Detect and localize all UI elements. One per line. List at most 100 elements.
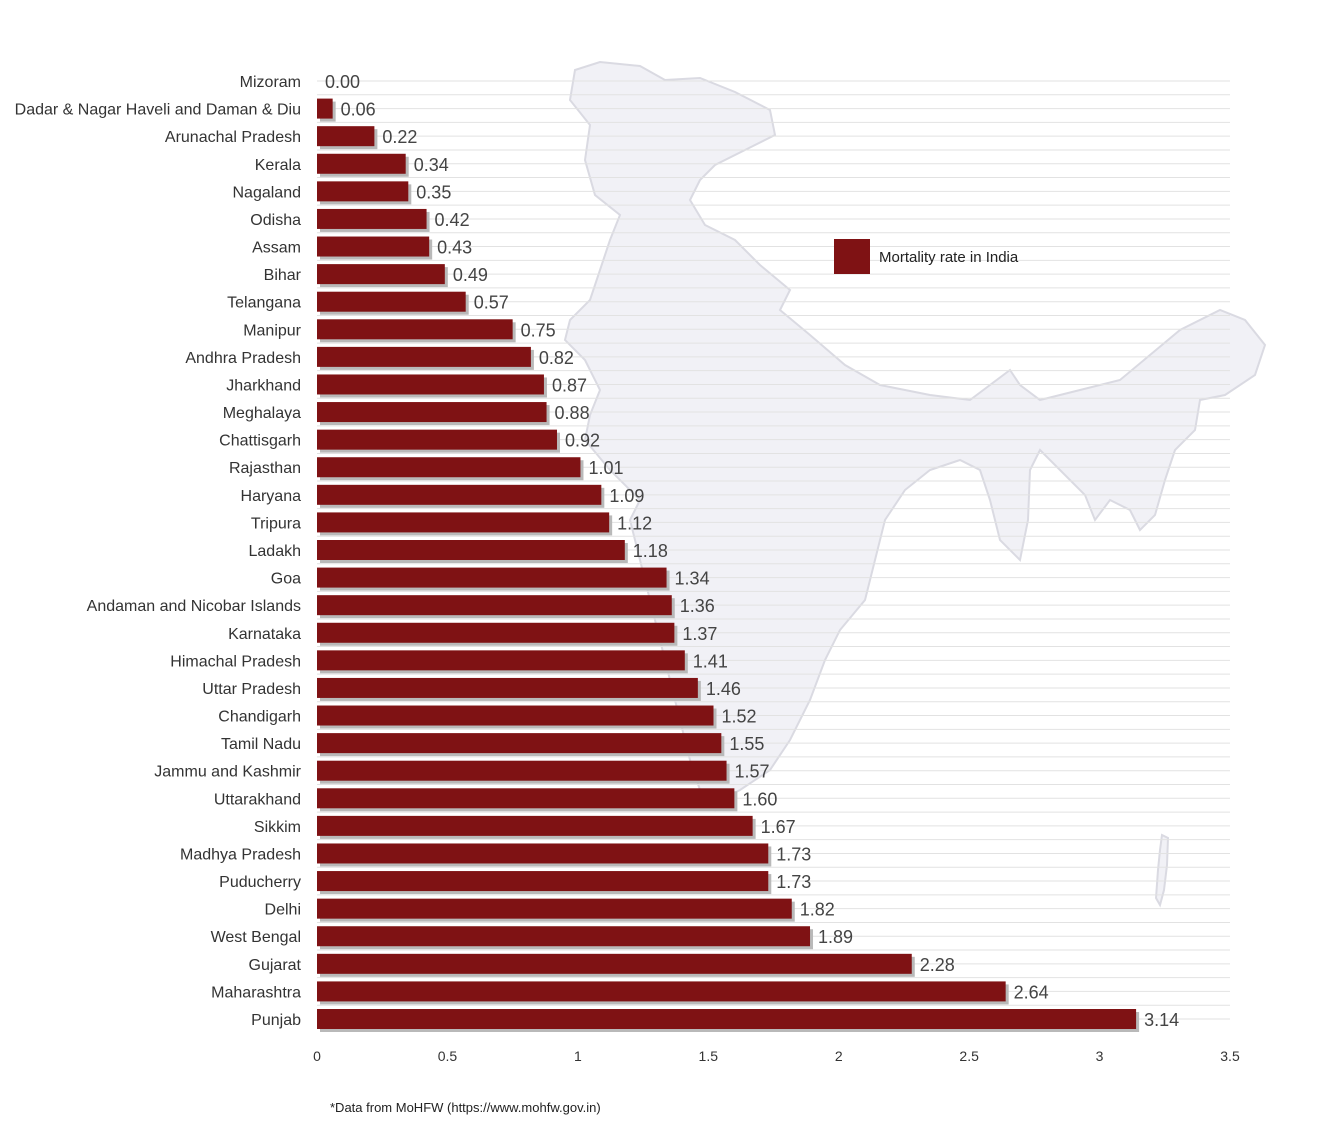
category-label: Jammu and Kashmir <box>154 764 301 781</box>
category-label: Meghalaya <box>223 405 301 422</box>
bar <box>317 733 722 754</box>
bar <box>317 540 625 560</box>
category-label: Odisha <box>250 212 301 229</box>
category-label: Arunachal Pradesh <box>165 129 301 146</box>
india-map-outline <box>563 60 1267 812</box>
bar <box>317 871 769 892</box>
bar <box>317 181 409 202</box>
legend-label: Mortality rate in India <box>879 249 1019 266</box>
value-label: 0.57 <box>474 293 509 313</box>
value-label: 0.49 <box>453 265 488 285</box>
bar <box>317 264 445 285</box>
bar <box>317 981 1006 1002</box>
category-label: Delhi <box>265 902 301 919</box>
value-label: 1.57 <box>735 762 770 782</box>
india-map-background <box>563 60 1267 908</box>
legend: Mortality rate in India <box>834 239 1019 274</box>
value-label: 1.60 <box>742 789 777 809</box>
bar <box>317 760 727 781</box>
bar <box>317 595 672 616</box>
value-label: 0.22 <box>382 127 417 147</box>
value-label: 0.75 <box>521 320 556 340</box>
category-label: Nagaland <box>233 184 302 201</box>
bars <box>317 98 1140 1032</box>
category-label: Haryana <box>241 488 302 505</box>
bar <box>317 319 513 340</box>
category-label: Uttarakhand <box>214 791 301 808</box>
category-label: Chandigarh <box>218 709 301 726</box>
value-label: 0.42 <box>435 210 470 230</box>
value-label: 1.73 <box>776 872 811 892</box>
value-labels: 0.00 0.06 0.22 0.34 0.35 0.42 0.43 0.49 0.57 0.75… <box>325 72 1179 1030</box>
x-tick-label: 3.5 <box>1220 1048 1240 1064</box>
bar <box>317 815 753 836</box>
x-axis-ticks: 0 0.5 1 1.5 2 2.5 3 3.5 <box>313 1048 1240 1064</box>
value-label: 1.82 <box>800 900 835 920</box>
value-label: 1.41 <box>693 651 728 671</box>
category-label: Jharkhand <box>226 377 301 394</box>
bar <box>317 291 466 312</box>
category-label: Dadar & Nagar Haveli and Daman & Diu <box>15 102 301 119</box>
value-label: 1.89 <box>818 927 853 947</box>
value-label: 1.55 <box>729 734 764 754</box>
category-label: Punjab <box>251 1012 301 1029</box>
bar <box>317 1009 1137 1029</box>
value-label: 0.06 <box>341 100 376 120</box>
category-label: Telangana <box>227 295 301 312</box>
x-tick-label: 2.5 <box>959 1048 979 1064</box>
value-label: 1.34 <box>675 569 710 589</box>
bar <box>317 843 769 864</box>
value-label: 2.28 <box>920 955 955 975</box>
category-label: Andhra Pradesh <box>185 350 301 367</box>
category-label: Himachal Pradesh <box>170 653 301 670</box>
bar <box>317 208 427 229</box>
value-label: 1.12 <box>617 513 652 533</box>
bar <box>317 236 430 257</box>
value-label: 3.14 <box>1144 1010 1179 1030</box>
category-labels: Mizoram Dadar & Nagar Haveli and Daman & … <box>15 74 302 1029</box>
category-label: Uttar Pradesh <box>202 681 301 698</box>
value-label: 1.46 <box>706 679 741 699</box>
category-label: Rajasthan <box>229 460 301 477</box>
bar <box>317 484 602 505</box>
bar <box>317 898 792 919</box>
value-label: 0.88 <box>555 403 590 423</box>
value-label: 0.43 <box>437 238 472 258</box>
andaman-islands <box>1154 833 1170 908</box>
bar <box>317 677 698 698</box>
value-label: 1.18 <box>633 541 668 561</box>
category-label: Gujarat <box>249 957 302 974</box>
source-footnote: *Data from MoHFW (https://www.mohfw.gov.… <box>330 1100 601 1115</box>
bar <box>317 429 557 450</box>
bar <box>317 705 714 726</box>
category-label: Karnataka <box>228 626 301 643</box>
category-label: Chattisgarh <box>219 433 301 450</box>
bar <box>317 98 333 119</box>
bar <box>317 622 675 643</box>
bar <box>317 402 547 423</box>
bar <box>317 346 531 367</box>
bar <box>317 512 610 533</box>
x-tick-label: 0 <box>313 1048 321 1064</box>
category-label: Kerala <box>255 157 301 174</box>
category-label: Puducherry <box>219 874 301 891</box>
value-label: 1.36 <box>680 596 715 616</box>
value-label: 1.37 <box>682 624 717 644</box>
value-label: 1.67 <box>761 817 796 837</box>
bar <box>317 788 735 809</box>
category-label: Maharashtra <box>211 984 301 1001</box>
legend-swatch <box>834 239 870 274</box>
value-label: 1.73 <box>776 844 811 864</box>
bar <box>317 457 581 478</box>
value-label: 0.35 <box>416 182 451 202</box>
x-tick-label: 1 <box>574 1048 582 1064</box>
category-label: Sikkim <box>254 819 301 836</box>
category-label: Madhya Pradesh <box>180 846 301 863</box>
category-label: Andaman and Nicobar Islands <box>87 598 301 615</box>
value-label: 0.92 <box>565 431 600 451</box>
category-label: Bihar <box>264 267 302 284</box>
value-label: 0.00 <box>325 72 360 92</box>
category-label: Assam <box>252 240 301 257</box>
category-label: Ladakh <box>249 543 302 560</box>
